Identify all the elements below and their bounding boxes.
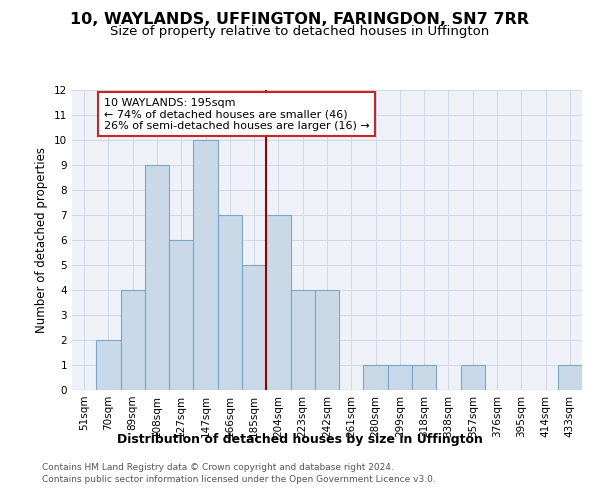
Bar [461,365,485,390]
Bar [96,340,121,390]
Bar [218,215,242,390]
Text: 10, WAYLANDS, UFFINGTON, FARINGDON, SN7 7RR: 10, WAYLANDS, UFFINGTON, FARINGDON, SN7 … [71,12,530,28]
Text: Contains public sector information licensed under the Open Government Licence v3: Contains public sector information licen… [42,475,436,484]
Bar [169,240,193,390]
Bar [121,290,145,390]
Bar [388,365,412,390]
Bar [412,365,436,390]
Y-axis label: Number of detached properties: Number of detached properties [35,147,49,333]
Bar [242,265,266,390]
Text: Contains HM Land Registry data © Crown copyright and database right 2024.: Contains HM Land Registry data © Crown c… [42,464,394,472]
Text: 10 WAYLANDS: 195sqm
← 74% of detached houses are smaller (46)
26% of semi-detach: 10 WAYLANDS: 195sqm ← 74% of detached ho… [104,98,370,130]
Bar [266,215,290,390]
Bar [145,165,169,390]
Bar [290,290,315,390]
Bar [558,365,582,390]
Text: Distribution of detached houses by size in Uffington: Distribution of detached houses by size … [117,432,483,446]
Text: Size of property relative to detached houses in Uffington: Size of property relative to detached ho… [110,25,490,38]
Bar [364,365,388,390]
Bar [193,140,218,390]
Bar [315,290,339,390]
